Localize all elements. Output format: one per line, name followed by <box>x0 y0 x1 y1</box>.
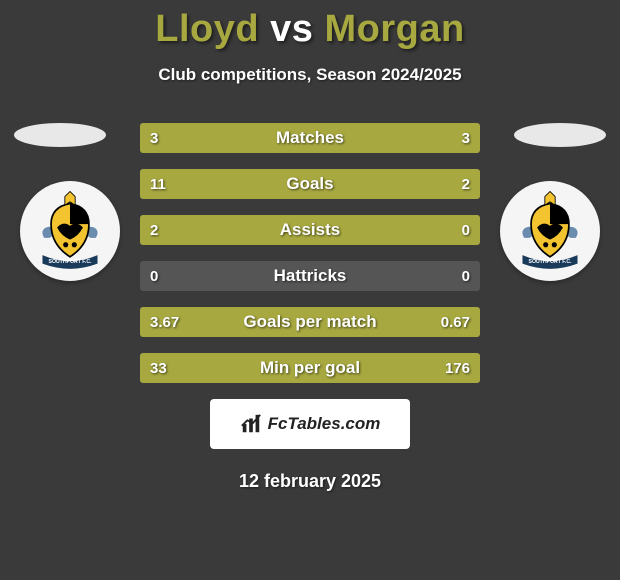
date-text: 12 february 2025 <box>0 471 620 492</box>
vs-text: vs <box>270 8 313 50</box>
page-title: Lloyd vs Morgan <box>0 0 620 51</box>
player1-name: Lloyd <box>155 8 259 50</box>
branding-text: FcTables.com <box>268 414 381 434</box>
left-oval-decor <box>14 123 106 147</box>
branding-badge: FcTables.com <box>210 399 410 449</box>
stat-row: 20Assists <box>140 215 480 245</box>
club-crest-icon: SOUTHPORT F.C. <box>27 188 113 274</box>
stat-bars: 33Matches 112Goals 20Assists 00Hattricks 3.6… <box>140 123 480 383</box>
player2-crest: SOUTHPORT F.C. <box>500 181 600 281</box>
stat-row: 112Goals <box>140 169 480 199</box>
crest-circle: SOUTHPORT F.C. <box>500 181 600 281</box>
stat-row: 00Hattricks <box>140 261 480 291</box>
stat-label: Goals <box>140 169 480 199</box>
player1-crest: SOUTHPORT F.C. <box>20 181 120 281</box>
right-oval-decor <box>514 123 606 147</box>
chart-icon <box>240 413 262 435</box>
crest-circle: SOUTHPORT F.C. <box>20 181 120 281</box>
player2-name: Morgan <box>325 8 465 50</box>
crest-ribbon-text: SOUTHPORT F.C. <box>49 259 93 265</box>
stat-label: Hattricks <box>140 261 480 291</box>
stat-label: Goals per match <box>140 307 480 337</box>
stat-label: Assists <box>140 215 480 245</box>
crest-ribbon-text: SOUTHPORT F.C. <box>529 259 573 265</box>
club-crest-icon: SOUTHPORT F.C. <box>507 188 593 274</box>
stat-label: Matches <box>140 123 480 153</box>
stat-row: 33Matches <box>140 123 480 153</box>
stat-label: Min per goal <box>140 353 480 383</box>
subtitle: Club competitions, Season 2024/2025 <box>0 65 620 85</box>
stat-row: 33176Min per goal <box>140 353 480 383</box>
stat-row: 3.670.67Goals per match <box>140 307 480 337</box>
comparison-content: SOUTHPORT F.C. SOUTHPORT F.C. 33Matches 1… <box>0 123 620 492</box>
